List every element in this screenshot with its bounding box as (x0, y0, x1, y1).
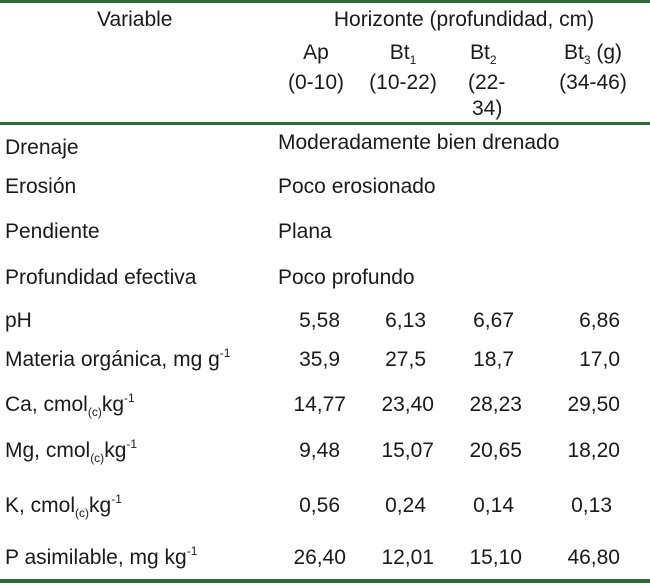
cell-ph-bt3: 6,86 (579, 309, 620, 332)
row-value-profundidad: Poco profundo (278, 266, 415, 289)
top-rule (0, 0, 650, 3)
row-value-pendiente: Plana (278, 220, 332, 243)
cell-ph-bt1: 6,13 (385, 309, 426, 332)
cell-ph-ap: 5,58 (299, 309, 340, 332)
row-label-ca: Ca, cmol(c)kg-1 (5, 391, 135, 419)
cell-k-bt1: 0,24 (385, 494, 426, 517)
cell-mg-bt2: 20,65 (469, 439, 522, 462)
col-header-ap: Ap (303, 41, 329, 64)
bottom-rule (0, 579, 650, 583)
cell-mo-bt3: 17,0 (579, 348, 620, 371)
variable-header: Variable (97, 8, 173, 31)
cell-ca-bt1: 23,40 (381, 393, 434, 416)
cell-k-bt2: 0,14 (473, 494, 514, 517)
cell-k-bt3: 0,13 (571, 494, 612, 517)
row-label-mg: Mg, cmol(c)kg-1 (5, 437, 138, 465)
cell-p-bt3: 46,80 (567, 546, 620, 569)
row-value-drenaje: Moderadamente bien drenado (278, 131, 560, 154)
col-header-bt3: Bt3 (g) (563, 41, 623, 67)
header-rule (0, 122, 650, 125)
row-value-erosion: Poco erosionado (278, 175, 436, 198)
col-range-bt3: (34-46) (559, 71, 627, 94)
row-label-p-asimilable: P asimilable, mg kg-1 (5, 544, 198, 569)
cell-mo-ap: 35,9 (299, 348, 340, 371)
cell-mo-bt1: 27,5 (385, 348, 426, 371)
cell-p-bt2: 15,10 (469, 546, 522, 569)
row-label-profundidad: Profundidad efectiva (5, 266, 197, 289)
cell-k-ap: 0,56 (299, 494, 340, 517)
row-label-erosion: Erosión (5, 175, 77, 198)
cell-p-bt1: 12,01 (381, 546, 434, 569)
cell-mg-ap: 9,48 (299, 439, 340, 462)
row-label-pendiente: Pendiente (5, 220, 100, 243)
col-range-bt1: (10-22) (369, 71, 437, 94)
cell-ca-bt3: 29,50 (567, 393, 620, 416)
cell-mg-bt3: 18,20 (567, 439, 620, 462)
cell-ca-bt2: 28,23 (469, 393, 522, 416)
col-header-bt2: Bt2 (470, 41, 497, 67)
cell-ph-bt2: 6,67 (473, 309, 514, 332)
cell-mo-bt2: 18,7 (473, 348, 514, 371)
cell-ca-ap: 14,77 (293, 393, 346, 416)
horizon-group-header: Horizonte (profundidad, cm) (333, 8, 595, 31)
cell-mg-bt1: 15,07 (381, 439, 434, 462)
col-header-bt1: Bt1 (389, 41, 417, 67)
col-range-bt2-line1: (22- (468, 71, 506, 94)
col-range-ap: (0-10) (287, 71, 345, 94)
row-label-k: K, cmol(c)kg-1 (5, 492, 122, 520)
cell-p-ap: 26,40 (293, 546, 346, 569)
col-range-bt2-line2: 34) (472, 97, 503, 120)
row-label-ph: pH (5, 309, 32, 332)
row-label-materia-organica: Materia orgánica, mg g-1 (5, 346, 231, 371)
row-label-drenaje: Drenaje (5, 136, 79, 159)
